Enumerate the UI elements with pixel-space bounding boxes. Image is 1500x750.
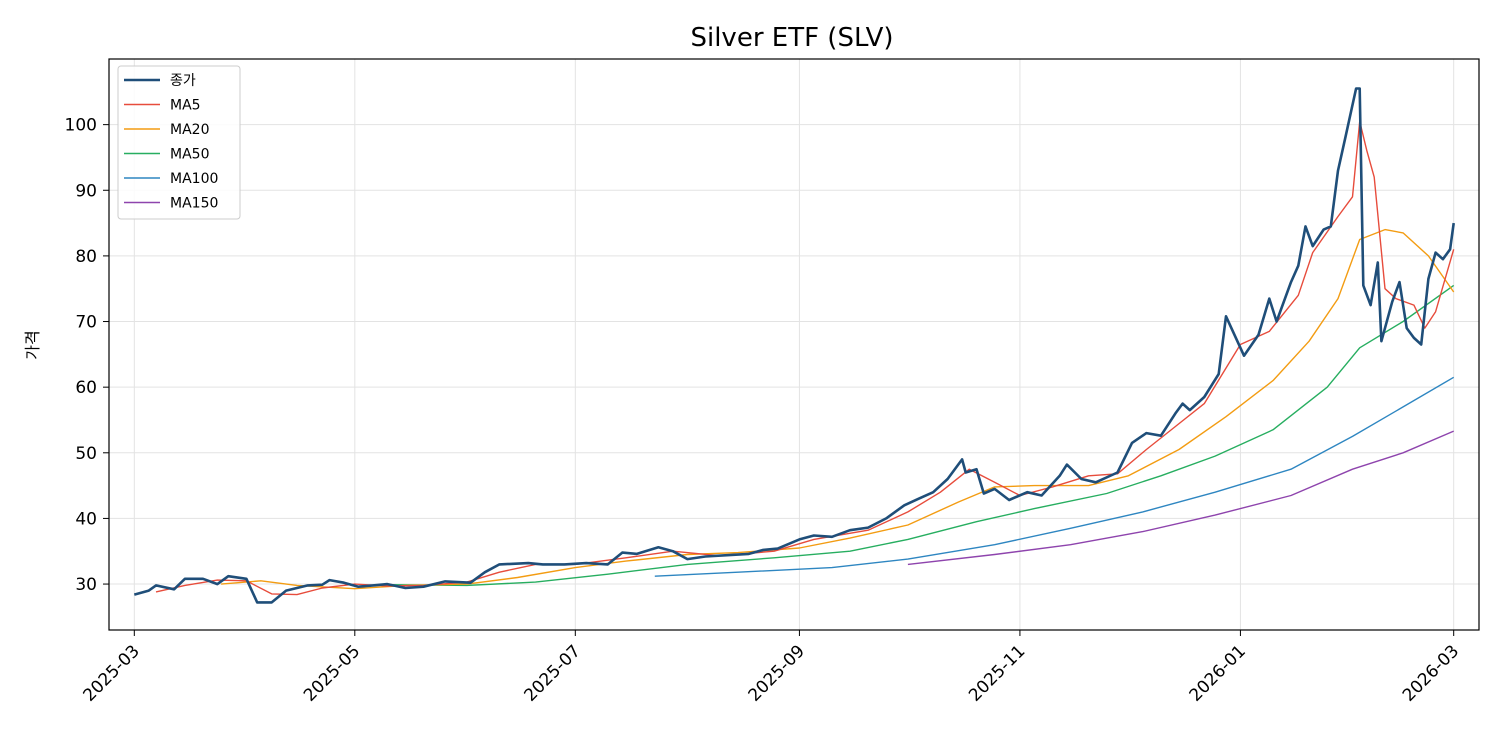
- series-lines: [133, 87, 1455, 604]
- chart-title: Silver ETF (SLV): [690, 23, 893, 53]
- series-line-ma20: [221, 228, 1455, 590]
- x-tick-label: 2025-03: [79, 641, 143, 705]
- legend-label: 종가: [170, 73, 196, 89]
- legend-label: MA50: [170, 147, 209, 163]
- y-tick-label: 40: [75, 509, 97, 529]
- series-line-ma5: [155, 120, 1455, 596]
- y-tick-label: 60: [75, 378, 97, 398]
- y-tick-label: 80: [75, 247, 97, 267]
- y-tick-label: 100: [65, 116, 97, 136]
- y-tick-label: 30: [75, 575, 97, 595]
- legend: 종가 MA5 MA20 MA50 MA100 MA150: [117, 65, 241, 220]
- legend-label: MA150: [170, 196, 218, 212]
- legend-label: MA20: [170, 122, 209, 138]
- legend-label: MA5: [170, 98, 201, 114]
- x-tick-label: 2025-07: [520, 641, 584, 705]
- x-tick-label: 2026-03: [1399, 641, 1463, 705]
- series-line-ma100: [654, 376, 1455, 577]
- axes: 30 40 50 60 70 80 90 100 2025-03 2025-05 2025-07 20…: [65, 116, 1464, 706]
- grid: [109, 59, 1479, 630]
- x-tick-label: 2025-11: [965, 641, 1029, 705]
- plot-frame: [108, 58, 1480, 631]
- legend-label: MA100: [170, 171, 218, 187]
- y-tick-label: 70: [75, 313, 97, 333]
- y-tick-label: 90: [75, 181, 97, 201]
- series-line-ma50: [387, 284, 1455, 587]
- series-line-ma150: [907, 430, 1454, 566]
- series-line-종가: [133, 87, 1455, 604]
- y-tick-label: 50: [75, 444, 97, 464]
- x-tick-label: 2026-01: [1186, 641, 1250, 705]
- x-tick-label: 2025-05: [300, 641, 364, 705]
- y-axis-label: 가격: [23, 330, 42, 359]
- x-tick-label: 2025-09: [745, 641, 809, 705]
